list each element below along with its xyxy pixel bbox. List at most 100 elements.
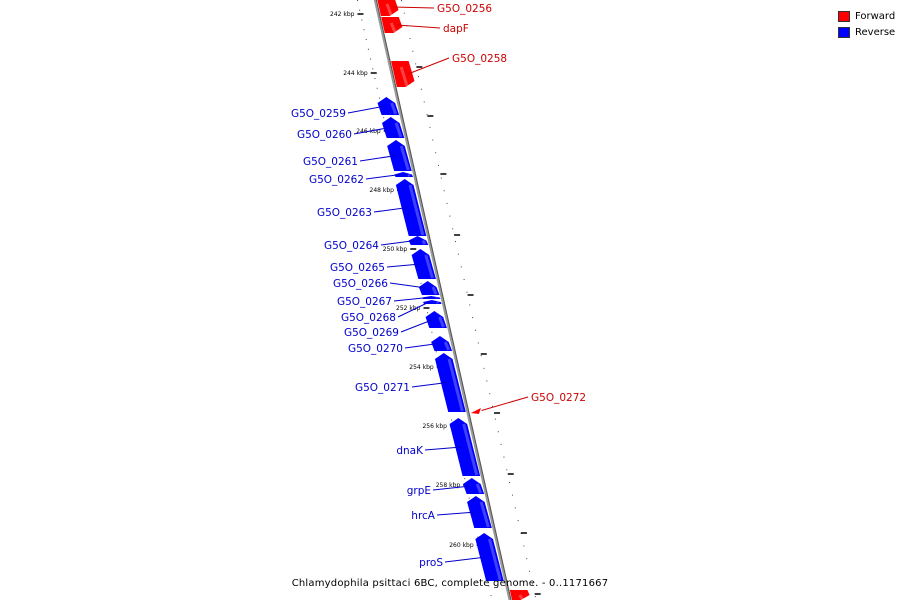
- leader-line: [481, 396, 529, 411]
- gene-highlight: [399, 66, 409, 87]
- gene-highlight: [438, 316, 445, 328]
- leader-line: [424, 446, 462, 451]
- gene-label-G5O_0258: G5O_0258: [452, 53, 507, 65]
- gene-label-G5O_0271: G5O_0271: [355, 382, 410, 394]
- gene-highlight: [479, 501, 490, 528]
- gene-label-G5O_0260: G5O_0260: [297, 129, 352, 141]
- gene-arrow-G5O_0266: [418, 281, 440, 295]
- gene-arrow-proS: [475, 533, 504, 581]
- scale-label: 254 kbp: [409, 364, 434, 371]
- gene-highlight: [475, 483, 483, 494]
- leader-line: [411, 382, 448, 388]
- gene-arrow-grpE: [463, 478, 485, 494]
- gene-label-G5O_0259: G5O_0259: [291, 108, 346, 120]
- gene-highlight: [421, 239, 427, 245]
- genome-backbone-edge: [375, 0, 512, 600]
- gene-arrow-G5O_0272: [470, 408, 481, 414]
- leader-line: [347, 105, 386, 114]
- gene-label-G5O_0265: G5O_0265: [330, 262, 385, 274]
- scale-label: 248 kbp: [370, 187, 395, 194]
- gene-arrow-G5O_0270: [431, 336, 453, 351]
- gene-label-G5O_0270: G5O_0270: [348, 343, 403, 355]
- forward-swatch: [838, 10, 850, 22]
- gene-highlight: [394, 122, 403, 138]
- gene-label-grpE: grpE: [407, 485, 431, 497]
- legend-reverse-label: Reverse: [855, 26, 896, 38]
- legend-reverse: Reverse: [838, 24, 895, 40]
- gene-arrow-G5O_0264: [408, 236, 429, 245]
- leader-line: [436, 511, 477, 516]
- gene-label-proS: proS: [419, 557, 443, 569]
- legend-forward-label: Forward: [855, 10, 896, 22]
- leader-line: [400, 319, 434, 333]
- gene-highlight: [424, 254, 434, 279]
- gene-highlight: [399, 145, 410, 171]
- scale-label: 244 kbp: [343, 70, 368, 77]
- gene-highlight: [436, 300, 440, 305]
- gene-highlight: [407, 173, 411, 177]
- leader-line: [359, 155, 397, 162]
- gene-arrow-G5O_0265: [411, 249, 436, 279]
- leader-line: [373, 207, 408, 213]
- gene-label-G5O_0262: G5O_0262: [309, 174, 364, 186]
- gene-label-G5O_0268: G5O_0268: [341, 312, 396, 324]
- gene-label-G5O_0267: G5O_0267: [337, 296, 392, 308]
- gene-label-G5O_0269: G5O_0269: [344, 327, 399, 339]
- leader-line: [353, 127, 391, 135]
- legend: Forward Reverse: [838, 8, 895, 40]
- gene-highlight: [431, 286, 438, 295]
- gene-arrow-G5O_0258: [391, 61, 415, 87]
- gene-highlight: [488, 538, 502, 581]
- gene-label-G5O_0266: G5O_0266: [333, 278, 388, 290]
- leader-line: [380, 240, 416, 246]
- gene-label-G5O_0272: G5O_0272: [531, 392, 586, 404]
- scale-label: 252 kbp: [396, 305, 421, 312]
- gene-arrow-G5O_0261: [387, 140, 412, 171]
- leader-line: [365, 174, 401, 180]
- legend-forward: Forward: [838, 8, 895, 24]
- gene-arrow-G5O_0262: [394, 172, 414, 177]
- genome-caption: Chlamydophila psittaci 6BC, complete gen…: [291, 578, 609, 589]
- scale-label: 258 kbp: [436, 482, 461, 489]
- leader-line: [393, 297, 429, 302]
- leader-line: [392, 6, 435, 9]
- gene-arrow-G5O_0269: [425, 311, 447, 328]
- gene-label-hrcA: hrcA: [411, 510, 436, 522]
- scale-label: 250 kbp: [383, 246, 408, 253]
- scale-label: 260 kbp: [449, 542, 474, 549]
- gene-highlight: [518, 594, 524, 600]
- gene-arrow-hrcA: [467, 496, 492, 528]
- gene-arrow-dapF: [381, 17, 403, 33]
- gene-highlight: [462, 423, 479, 476]
- gene-label-G5O_0256: G5O_0256: [437, 3, 492, 15]
- leader-line: [404, 343, 439, 349]
- gene-arrow-G5O_0272: [509, 590, 530, 600]
- leader-line: [386, 263, 421, 268]
- gene-highlight: [385, 3, 393, 16]
- gene-highlight: [447, 358, 464, 412]
- gene-highlight: [435, 296, 438, 300]
- gene-arrow-dnaK: [449, 418, 481, 476]
- scale-label: 256 kbp: [422, 423, 447, 430]
- gene-label-dapF: dapF: [443, 23, 469, 35]
- gene-arrow-G5O_0263: [395, 179, 427, 236]
- gene-highlight: [389, 22, 397, 33]
- gene-arrow-G5O_0259: [377, 97, 400, 115]
- scale-label: 242 kbp: [330, 11, 355, 18]
- gene-highlight: [408, 184, 425, 236]
- leader-line: [407, 57, 450, 75]
- gene-highlight: [390, 102, 398, 115]
- leader-line: [389, 282, 427, 289]
- gene-arrow-G5O_0267: [422, 296, 441, 299]
- leader-line: [444, 556, 487, 563]
- leader-line: [397, 301, 430, 318]
- genome-backbone: [373, 0, 512, 600]
- reverse-swatch: [838, 26, 850, 38]
- gene-arrow-G5O_0256: [377, 0, 399, 16]
- gene-label-G5O_0261: G5O_0261: [303, 156, 358, 168]
- leader-line: [432, 485, 471, 491]
- gene-label-G5O_0264: G5O_0264: [324, 240, 379, 252]
- gene-arrow-G5O_0271: [434, 353, 466, 412]
- leader-line: [396, 24, 441, 29]
